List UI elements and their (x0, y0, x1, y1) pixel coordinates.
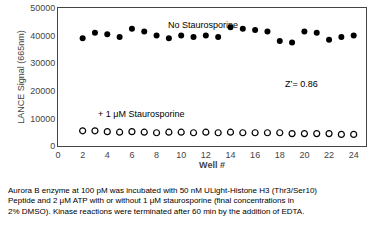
svg-text:LANCE Signal (665nm): LANCE Signal (665nm) (16, 30, 26, 124)
svg-text:Aurora B enzyme at 100 pM was: Aurora B enzyme at 100 pM was incubated … (8, 186, 317, 216)
svg-text:0: 0 (55, 150, 60, 160)
svg-text:6: 6 (129, 150, 134, 160)
svg-text:12: 12 (201, 150, 211, 160)
svg-text:2: 2 (80, 150, 85, 160)
svg-text:50000: 50000 (30, 3, 55, 13)
svg-text:22: 22 (324, 150, 334, 160)
svg-text:20: 20 (299, 150, 309, 160)
svg-text:10000: 10000 (30, 114, 55, 124)
svg-text:30000: 30000 (30, 58, 55, 68)
svg-text:+ 1 μM Staurosporine: + 1 μM Staurosporine (98, 109, 184, 119)
svg-text:16: 16 (250, 150, 260, 160)
svg-text:18: 18 (275, 150, 285, 160)
svg-text:4: 4 (105, 150, 110, 160)
svg-text:8: 8 (154, 150, 159, 160)
svg-text:20000: 20000 (30, 86, 55, 96)
svg-text:24: 24 (349, 150, 359, 160)
svg-text:10: 10 (176, 150, 186, 160)
svg-text:40000: 40000 (30, 31, 55, 41)
svg-text:Z’= 0.86: Z’= 0.86 (285, 79, 318, 89)
svg-text:14: 14 (225, 150, 235, 160)
svg-text:No Staurosporine: No Staurosporine (168, 20, 238, 30)
svg-text:0: 0 (50, 141, 55, 151)
svg-text:Well #: Well # (199, 160, 225, 170)
